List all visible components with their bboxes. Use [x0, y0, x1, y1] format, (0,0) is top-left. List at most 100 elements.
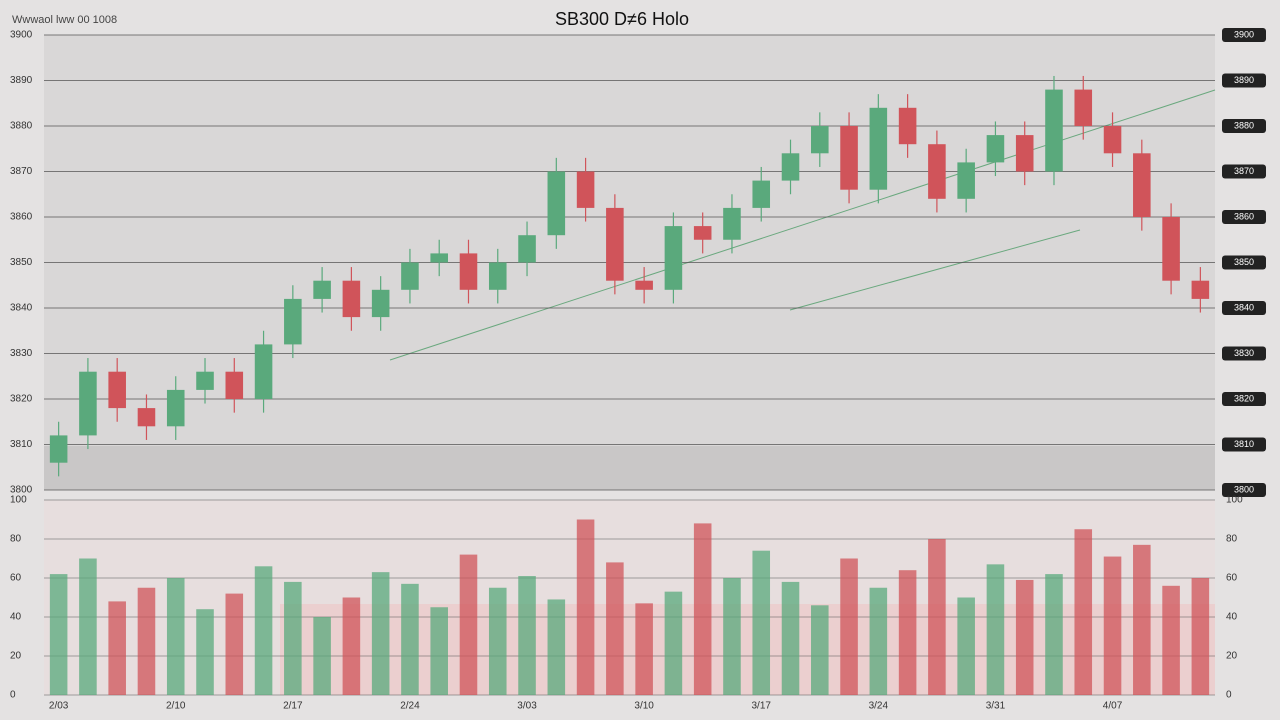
volume-bar [79, 558, 97, 695]
candle-body [1045, 89, 1063, 172]
y-tick-label-right: 3800 [1234, 484, 1254, 494]
x-tick-label: 3/03 [517, 701, 537, 712]
candle-body [1015, 135, 1034, 172]
candle-body [664, 226, 683, 290]
volume-bar [1103, 556, 1122, 695]
y-tick-label: 3840 [10, 303, 33, 314]
x-tick-label: 2/10 [166, 701, 186, 712]
candle-body [986, 135, 1005, 163]
volume-bar [606, 562, 624, 695]
volume-tick-label-right: 0 [1226, 690, 1232, 701]
chart-title: SB300 D≠6 Holo [555, 9, 689, 29]
volume-bar [459, 554, 478, 695]
chart-subtitle: Wwwaol lww 00 1008 [12, 14, 117, 26]
candle-body [635, 280, 653, 290]
volume-bar [1015, 579, 1034, 695]
candle-body [723, 207, 741, 240]
volume-tick-label: 0 [10, 690, 16, 701]
candle-body [137, 408, 156, 427]
candle-body [1103, 126, 1122, 154]
candle-body [1074, 89, 1093, 126]
volume-tick-label: 20 [10, 651, 22, 662]
candle-body [488, 262, 507, 290]
candle-body [49, 435, 68, 463]
volume-bar [166, 578, 185, 695]
candle-body [430, 253, 448, 263]
candle-body [342, 280, 361, 318]
price-badge [1222, 301, 1266, 315]
candle-body [811, 126, 829, 154]
volume-bar [430, 607, 448, 695]
volume-bar [576, 519, 595, 695]
x-tick-label: 2/03 [49, 701, 69, 712]
volume-tick-label: 40 [10, 612, 22, 623]
volume-bar [723, 578, 741, 695]
volume-bar [371, 572, 390, 695]
candle-body [547, 171, 566, 236]
volume-bar [49, 574, 68, 695]
candle-body [225, 371, 244, 399]
candle-body [869, 107, 888, 190]
candle-body [284, 298, 302, 345]
price-badge [1222, 164, 1266, 179]
y-tick-label-right: 3870 [1234, 166, 1254, 176]
x-tick-label: 2/17 [283, 701, 303, 712]
candle-body [957, 162, 975, 199]
volume-bar [488, 587, 507, 695]
y-tick-label-right: 3900 [1234, 29, 1254, 39]
volume-bar [342, 597, 361, 695]
price-badge [1222, 346, 1266, 361]
x-tick-label: 3/10 [634, 701, 654, 712]
volume-bar [840, 558, 858, 695]
candle-body [928, 144, 946, 199]
candle-body [1162, 217, 1180, 281]
y-tick-label-right: 3830 [1234, 348, 1254, 358]
volume-bar [254, 566, 273, 695]
y-tick-label-right: 3820 [1234, 393, 1254, 403]
candle-body [1191, 280, 1210, 299]
x-tick-label: 3/31 [986, 701, 1006, 712]
volume-bar [752, 550, 771, 695]
volume-bar [1133, 544, 1151, 695]
volume-bar [811, 605, 829, 695]
candle-body [606, 207, 624, 281]
volume-tick-label: 60 [10, 573, 22, 584]
price-badge [1222, 437, 1266, 452]
candle-body [781, 153, 800, 181]
volume-bar [781, 581, 800, 695]
volume-tick-label-right: 20 [1226, 651, 1238, 662]
candle-body [401, 262, 419, 290]
y-tick-label: 3860 [10, 212, 33, 223]
candle-body [752, 180, 771, 208]
price-badge [1222, 392, 1266, 406]
y-tick-label: 3900 [10, 30, 33, 41]
candle-body [518, 235, 536, 263]
y-tick-label-right: 3860 [1234, 211, 1254, 221]
y-tick-label: 3850 [10, 257, 33, 268]
candle-body [313, 280, 331, 299]
volume-bar [1191, 578, 1210, 695]
y-tick-label: 3830 [10, 348, 33, 359]
volume-tick-label: 100 [10, 495, 27, 506]
x-tick-label: 3/17 [752, 701, 772, 712]
price-badge [1222, 483, 1266, 497]
candle-body [79, 371, 97, 436]
volume-bar [664, 591, 683, 695]
y-tick-label-right: 3880 [1234, 120, 1254, 130]
price-badge [1222, 255, 1266, 270]
candle-body [898, 107, 917, 145]
candle-body [693, 226, 712, 240]
y-tick-label-right: 3890 [1234, 75, 1254, 85]
volume-tick-label-right: 100 [1226, 495, 1243, 506]
y-tick-label: 3870 [10, 166, 33, 177]
x-tick-label: 4/07 [1103, 701, 1123, 712]
price-badge [1222, 210, 1266, 224]
volume-bar [898, 570, 917, 695]
volume-tick-label-right: 60 [1226, 573, 1238, 584]
volume-bar [137, 587, 156, 695]
y-tick-label: 3880 [10, 121, 33, 132]
volume-bar [313, 617, 331, 695]
y-tick-label: 3820 [10, 394, 33, 405]
volume-bar [928, 539, 946, 695]
